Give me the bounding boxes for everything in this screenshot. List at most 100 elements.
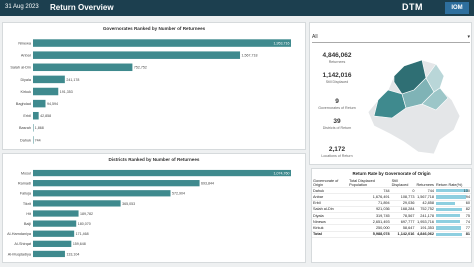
rate-bar	[436, 226, 461, 230]
cell: 81	[465, 232, 470, 237]
bar	[33, 136, 34, 144]
value-label: 159,648	[73, 242, 86, 246]
map-region	[421, 87, 449, 111]
cell: 4,846,062	[415, 230, 435, 238]
table-row: Anbar 1,676,491 108,773 1,567,718 94	[312, 193, 471, 201]
table-row: Erbil 71,894 29,036 42,858 60	[312, 200, 471, 207]
rate-cell: 75	[435, 212, 471, 220]
filter-dropdown[interactable]: All ▾	[312, 32, 470, 43]
value-label: 1,868	[35, 126, 44, 130]
chart-title: Districts Ranked by Number of Returnees	[109, 157, 200, 162]
value-label: 241,178	[66, 78, 79, 82]
cell: 319,745	[348, 212, 391, 220]
cell: 71,894	[348, 200, 391, 207]
value-label: 752,752	[134, 66, 147, 70]
column-header: Return Rate(%)	[435, 178, 471, 189]
cell: 1,567,718	[415, 193, 435, 201]
cell: Diyala	[312, 212, 349, 220]
table-row: Total 5,988,078 1,142,016 4,846,062 81	[312, 230, 471, 238]
value-label: 693,844	[201, 182, 214, 186]
kpi-value: 1,142,016	[322, 72, 352, 79]
chart-title: Governorates Ranked by Number of Returne…	[103, 26, 206, 31]
cell: 168,284	[390, 206, 416, 213]
table-row: Dahuk 744 0 744 100	[312, 187, 471, 195]
rate-cell: 81	[435, 230, 471, 238]
value-label: 171,468	[76, 232, 89, 236]
category-label: Baiji	[24, 222, 31, 226]
cell: 752,752	[415, 206, 435, 213]
value-label: 572,904	[172, 192, 185, 196]
category-label: Hit	[26, 212, 32, 216]
rate-bar	[436, 220, 460, 224]
cell: 100	[463, 188, 470, 193]
column-header: Returnees	[415, 178, 435, 189]
cell: 241,178	[415, 212, 435, 220]
category-label: Erbil	[23, 114, 31, 118]
value-label: 1,953,716	[274, 41, 290, 45]
table-row: Ninewa 2,651,493 697,777 1,953,716 74	[312, 218, 471, 226]
value-label: 191,353	[60, 90, 73, 94]
kpi-value: 9	[335, 98, 339, 105]
table-panel: Return Rate by Governorate of Origin Gov…	[311, 168, 472, 263]
cell: Anbar	[312, 193, 349, 201]
kpi-label: Districts of Return	[322, 126, 352, 130]
chart: Districts Ranked by Number of Returnees M…	[7, 157, 291, 258]
chart-panel: Governorates Ranked by Number of Returne…	[2, 22, 306, 150]
value-label: 180,070	[78, 222, 91, 226]
value-label: 94,594	[47, 102, 58, 106]
table-row: Salah al-Din 921,036 168,284 752,752 82	[312, 206, 471, 213]
rate-bar	[436, 201, 456, 205]
kpi-card: 39 Districts of Return	[314, 118, 360, 130]
rate-cell: 60	[435, 200, 471, 207]
bar	[33, 220, 77, 227]
value-label: 365,053	[122, 202, 135, 206]
rate-bar	[436, 207, 463, 211]
cell: 2,651,493	[348, 218, 391, 226]
table: Governorate of Origin Total Displaced Pop…	[312, 178, 471, 238]
cell: 921,036	[348, 206, 391, 213]
rate-bar	[436, 213, 460, 218]
cell: 42,858	[415, 200, 435, 207]
filter-value: All	[312, 34, 318, 40]
category-label: Baghdad	[16, 102, 31, 106]
bar	[33, 111, 39, 120]
category-label: Tikrit	[23, 202, 32, 206]
cell: 697,777	[390, 218, 416, 226]
bar	[33, 240, 72, 247]
cell: 5,988,078	[348, 230, 391, 238]
kpi-card: 2,172 Locations of Return	[314, 146, 360, 158]
bar	[33, 190, 171, 197]
bar	[33, 250, 65, 258]
column-header: Total Displaced Population	[348, 178, 391, 189]
bar	[33, 169, 291, 177]
cell: Total	[312, 230, 349, 238]
category-label: Basrah	[19, 126, 31, 130]
date: 31 Aug 2023	[5, 4, 39, 10]
logo: DTM	[402, 2, 423, 12]
kpi-label: Governorates of Return	[318, 106, 356, 110]
chart: Governorates Ranked by Number of Returne…	[10, 26, 291, 144]
value-label: 189,782	[80, 212, 93, 216]
map-region	[425, 63, 445, 93]
cell: 75	[465, 213, 470, 218]
cell: 744	[415, 187, 435, 195]
value-label: 744	[35, 138, 41, 142]
kpi-value: 39	[333, 118, 341, 125]
rate-bar	[436, 189, 468, 193]
category-label: Salah al-Din	[10, 66, 31, 70]
cell: 82	[465, 207, 470, 212]
category-label: Kirkuk	[20, 90, 31, 94]
category-label: Al-Hamdaniya	[7, 232, 32, 236]
dropdown-arrow: ▾	[467, 34, 470, 40]
map	[367, 59, 461, 155]
kpi-label: Locations of Return	[321, 154, 353, 158]
cell: Ninewa	[312, 218, 349, 226]
value-label: 42,858	[40, 114, 51, 118]
bar	[33, 63, 133, 72]
table-title: Return Rate by Governorate of Origin	[352, 171, 431, 176]
org-logo: IOM	[445, 2, 469, 14]
bar	[33, 230, 75, 237]
cell: 29,036	[390, 200, 416, 207]
bar	[33, 210, 79, 217]
